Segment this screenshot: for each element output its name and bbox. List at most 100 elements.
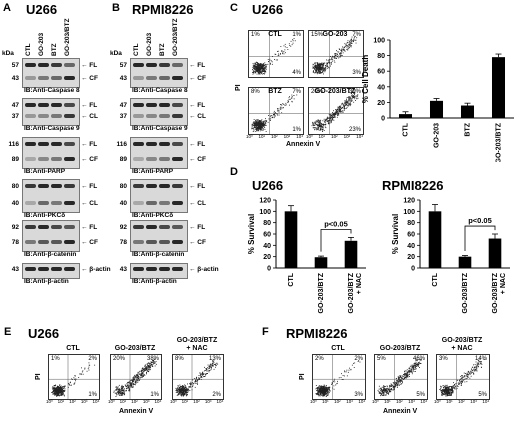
band-arrow-label: ← FL: [189, 102, 206, 109]
flow-tick-label: 10¹: [446, 399, 453, 404]
blot-band: [51, 240, 62, 244]
quadrant-percent: 3%: [354, 392, 363, 398]
flow-tick-label: 10⁴: [92, 399, 100, 404]
blot-band: [172, 184, 183, 188]
y-tick-label: 80: [377, 53, 385, 60]
blot-band: [159, 103, 170, 107]
blot-band: [146, 103, 157, 107]
blot-band: [172, 114, 183, 118]
flow-tick-label: 10⁴: [216, 399, 224, 404]
category-label: CTL: [288, 272, 295, 286]
flow-plot: 15% 7% 3%: [308, 30, 364, 78]
flow-scatter: [49, 355, 99, 399]
blot-band: [172, 267, 183, 271]
lane-label-2: BTZ: [159, 43, 166, 56]
y-tick-label: 40: [377, 84, 385, 91]
flow-scatter: [249, 88, 303, 134]
bar-3: [491, 57, 506, 118]
quadrant-percent: 7%: [292, 89, 301, 95]
lane-label-3: GO-203/BTZ: [172, 18, 179, 56]
blot-band: [133, 201, 144, 205]
category-label: GO-203/BTZ: [492, 272, 499, 313]
flow-plot-title: GO-203/BTZ + NAC: [441, 337, 483, 352]
band-arrow-label: ← CF: [189, 75, 206, 82]
band-arrow-label: ← FL: [189, 224, 206, 231]
band-arrow-label: ← FL: [189, 183, 206, 190]
blot-band: [146, 76, 157, 80]
blot-ib-label: IB:Anti-PARP: [24, 168, 66, 175]
blot-band: [159, 225, 170, 229]
blot-band: [133, 114, 144, 118]
flow-tick-label: 10³: [80, 399, 88, 404]
flow-tick-label: 10³: [343, 134, 351, 139]
y-tick-label: 60: [407, 232, 415, 239]
lane-label-1: GO-203: [146, 32, 153, 56]
blot-band: [133, 142, 144, 146]
flow-tick-label: 10⁴: [356, 134, 364, 139]
blot-ib-label: IB:Anti-Caspase 9: [132, 125, 188, 132]
blot-band: [64, 240, 75, 244]
quadrant-percent: 8%: [251, 89, 260, 95]
panel-a-title: U266: [26, 2, 58, 17]
band-arrow-label: ← β-actin: [81, 266, 111, 273]
flow-y-axis-label: PI: [35, 373, 42, 380]
blot-ib-label: IB:Anti-Caspase 8: [24, 87, 80, 94]
blot-band: [133, 267, 144, 271]
blot-band: [51, 201, 62, 205]
mw-label: 57: [11, 62, 19, 69]
flow-plot: 8% 7% 1%: [248, 87, 304, 135]
blot-band: [146, 240, 157, 244]
mw-label: 43: [119, 75, 127, 82]
blot-band: [172, 225, 183, 229]
quadrant-percent: 5%: [377, 356, 386, 362]
blot-band: [64, 184, 75, 188]
mw-label: 89: [119, 156, 127, 163]
flow-tick-label: 10³: [283, 134, 291, 139]
bar-2: [460, 105, 475, 118]
blot-band: [159, 201, 170, 205]
blot-band: [146, 267, 157, 271]
blot-4: [22, 220, 80, 252]
significance-bracket: [320, 229, 352, 252]
quadrant-percent: 39%: [348, 89, 361, 95]
quadrant-percent: 1%: [150, 392, 159, 398]
y-tick-label: 100: [259, 209, 271, 216]
blot-band: [25, 114, 36, 118]
band-arrow-label: ← FL: [189, 62, 206, 69]
blot-ib-label: IB:Anti-β-catenin: [132, 251, 185, 258]
blot-3: [130, 179, 188, 213]
flow-tick-label: 10²: [69, 399, 76, 404]
blot-band: [51, 142, 62, 146]
blot-4: [130, 220, 188, 252]
blot-band: [159, 267, 170, 271]
blot-band: [38, 157, 49, 161]
quadrant-percent: 8%: [175, 356, 184, 362]
category-label: + NAC: [500, 273, 507, 294]
flow-scatter: [173, 355, 223, 399]
quadrant-percent: 2%: [88, 356, 97, 362]
mw-label: 37: [119, 113, 127, 120]
mw-label: 47: [119, 102, 127, 109]
y-tick-label: 0: [411, 266, 415, 273]
category-label: GO-203/BTZ: [496, 122, 503, 162]
quadrant-percent: 1%: [292, 32, 301, 38]
flow-tick-label: 10³: [408, 399, 415, 404]
quadrant-percent: 3%: [352, 70, 361, 76]
blot-band: [38, 225, 49, 229]
blot-band: [133, 76, 144, 80]
flow-tick-label: 10²: [331, 134, 338, 139]
flow-plot-title: CTL: [331, 345, 345, 352]
blot-band: [38, 201, 49, 205]
flow-tick-label: 10²: [271, 134, 278, 139]
lane-label-1: GO-203: [38, 32, 45, 56]
flow-scatter: [375, 355, 427, 399]
blot-band: [172, 240, 183, 244]
mw-label: 78: [11, 239, 19, 246]
bar-1: [458, 256, 472, 268]
blot-band: [25, 240, 36, 244]
blot-band: [51, 184, 62, 188]
blot-band: [38, 240, 49, 244]
blot-band: [64, 225, 75, 229]
flow-plot: 5% 46% 5%: [374, 354, 428, 400]
blot-band: [133, 240, 144, 244]
